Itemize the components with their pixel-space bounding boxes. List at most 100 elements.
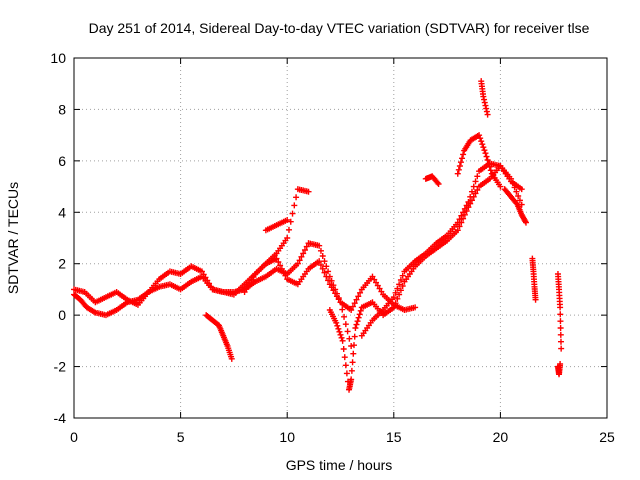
data-point xyxy=(390,304,397,311)
data-point xyxy=(479,141,486,148)
data-point xyxy=(513,188,520,195)
series-arc-i xyxy=(454,132,504,190)
data-point xyxy=(325,277,332,284)
y-tick-label: 4 xyxy=(58,204,66,220)
data-point xyxy=(435,181,442,187)
series-arc-f xyxy=(326,163,525,393)
data-point xyxy=(516,197,523,204)
data-point xyxy=(349,303,356,310)
data-point xyxy=(333,319,340,326)
data-point xyxy=(298,253,305,260)
data-point xyxy=(487,167,494,174)
data-point xyxy=(468,197,475,204)
data-point xyxy=(378,288,385,295)
data-point xyxy=(371,276,378,283)
data-point xyxy=(316,242,323,249)
series-arc-m xyxy=(554,271,565,352)
data-point xyxy=(480,93,487,100)
data-point xyxy=(353,321,360,328)
data-point xyxy=(557,331,564,338)
data-point xyxy=(294,260,301,267)
data-point xyxy=(396,291,403,298)
data-point xyxy=(557,325,564,331)
series-arc-n xyxy=(554,361,564,378)
data-point xyxy=(454,170,461,177)
data-point xyxy=(351,300,358,307)
data-point xyxy=(481,147,488,154)
data-point xyxy=(483,105,490,112)
data-point xyxy=(454,227,461,234)
data-point xyxy=(468,188,475,195)
data-point xyxy=(458,212,465,219)
data-point xyxy=(342,362,349,369)
data-point xyxy=(357,289,364,296)
data-point xyxy=(351,342,358,349)
data-point xyxy=(515,193,522,199)
data-point xyxy=(369,273,376,280)
data-point xyxy=(348,367,355,374)
data-point xyxy=(484,111,491,118)
x-tick-label: 20 xyxy=(493,429,509,445)
data-point xyxy=(394,295,401,302)
data-point xyxy=(285,226,292,233)
data-point xyxy=(287,218,294,225)
data-point xyxy=(323,263,330,270)
data-point xyxy=(477,135,484,142)
plot-area-frame xyxy=(73,57,608,419)
data-point xyxy=(397,287,404,294)
y-tick-label: 2 xyxy=(58,256,66,272)
data-point xyxy=(348,343,355,349)
series-arc-b xyxy=(71,240,355,349)
data-point xyxy=(317,262,324,268)
data-point xyxy=(456,223,463,230)
data-point xyxy=(291,202,298,209)
data-point xyxy=(305,188,312,195)
data-point xyxy=(397,277,404,283)
data-point xyxy=(511,184,518,191)
data-point xyxy=(460,151,467,158)
series-arc-k xyxy=(501,186,529,226)
data-point xyxy=(497,183,504,190)
data-point xyxy=(354,318,361,325)
data-point xyxy=(348,307,355,313)
data-point xyxy=(351,333,358,340)
data-point xyxy=(396,281,403,288)
data-point xyxy=(344,328,351,335)
data-point xyxy=(323,273,330,280)
x-tick-label: 0 xyxy=(70,429,78,445)
data-point xyxy=(319,265,326,272)
data-point xyxy=(289,210,296,217)
data-point xyxy=(522,218,529,225)
data-point xyxy=(275,259,282,265)
series-arc-d xyxy=(241,255,419,313)
data-point xyxy=(456,163,463,169)
data-point xyxy=(470,183,477,190)
data-point xyxy=(293,194,300,201)
x-axis-title: GPS time / hours xyxy=(286,457,393,473)
data-point xyxy=(342,321,349,328)
data-point xyxy=(454,219,461,226)
x-tick-label: 5 xyxy=(177,429,185,445)
data-point xyxy=(557,304,564,311)
data-point xyxy=(557,318,564,325)
data-point xyxy=(353,296,360,303)
data-point xyxy=(472,178,479,185)
series-arc-c xyxy=(203,312,235,362)
data-point xyxy=(509,180,516,187)
data-point xyxy=(335,325,342,332)
data-point xyxy=(481,96,488,103)
data-point xyxy=(282,272,289,279)
data-point xyxy=(484,157,491,163)
data-point xyxy=(508,175,515,182)
data-point xyxy=(350,350,357,357)
data-point xyxy=(373,279,380,286)
data-point xyxy=(486,163,493,170)
data-point xyxy=(518,186,525,193)
data-point xyxy=(349,359,356,366)
data-point xyxy=(392,289,399,296)
data-point xyxy=(399,283,406,289)
data-point xyxy=(278,265,285,272)
data-point xyxy=(465,199,472,205)
data-point xyxy=(474,173,481,180)
